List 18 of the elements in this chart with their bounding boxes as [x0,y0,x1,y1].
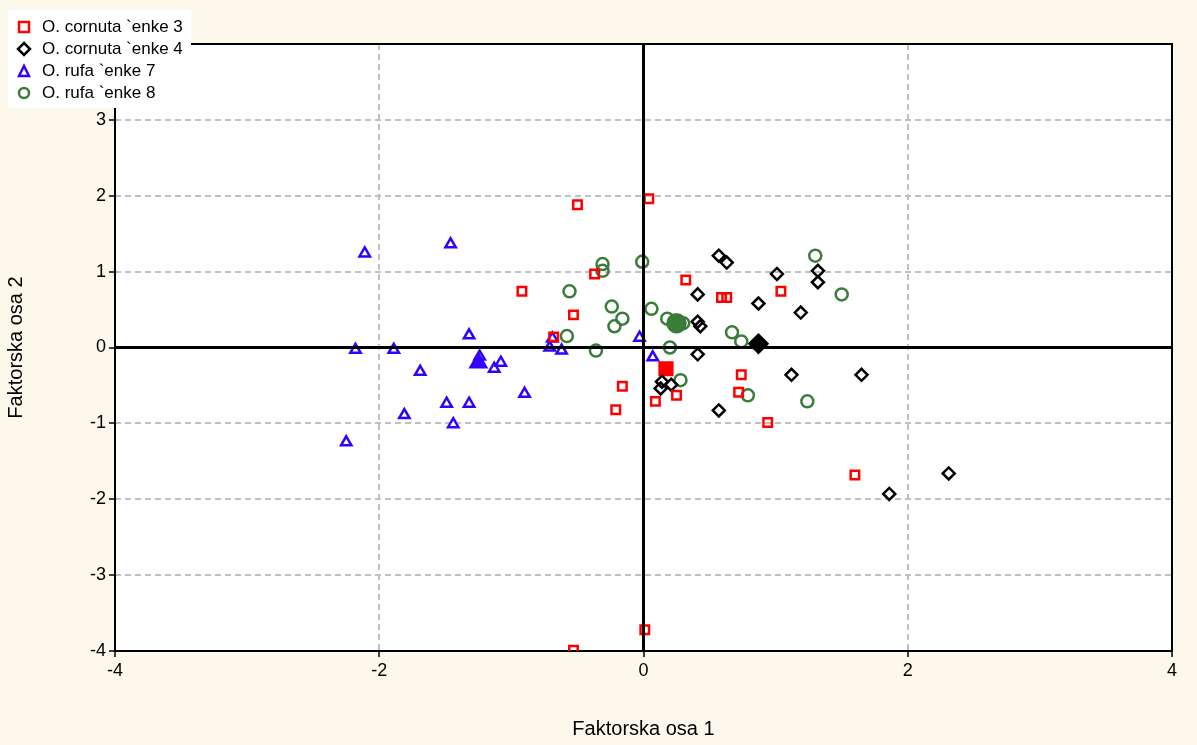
x-tick-label: -2 [371,659,388,680]
y-tick-label: 3 [95,108,106,129]
y-tick-label: -1 [89,412,106,433]
x-axis-title: Faktorska osa 1 [572,716,715,739]
legend-label: O. cornuta `enke 3 [42,17,183,37]
y-tick-label: -2 [89,488,106,509]
legend-label: O. cornuta `enke 4 [42,39,183,59]
x-tick-label: 0 [638,659,649,680]
y-tick-label: -4 [89,639,106,660]
x-tick-label: 4 [1166,659,1178,680]
y-tick-label: -3 [89,564,106,585]
x-tick-label: 2 [902,659,913,680]
y-tick-label: 2 [95,184,106,205]
y-axis-title: Faktorska osa 2 [3,276,26,419]
legend-label: O. rufa `enke 7 [42,61,156,81]
legend-label: O. rufa `enke 8 [42,83,156,103]
y-tick-label: 1 [95,260,106,281]
y-tick-label: 0 [95,336,106,357]
